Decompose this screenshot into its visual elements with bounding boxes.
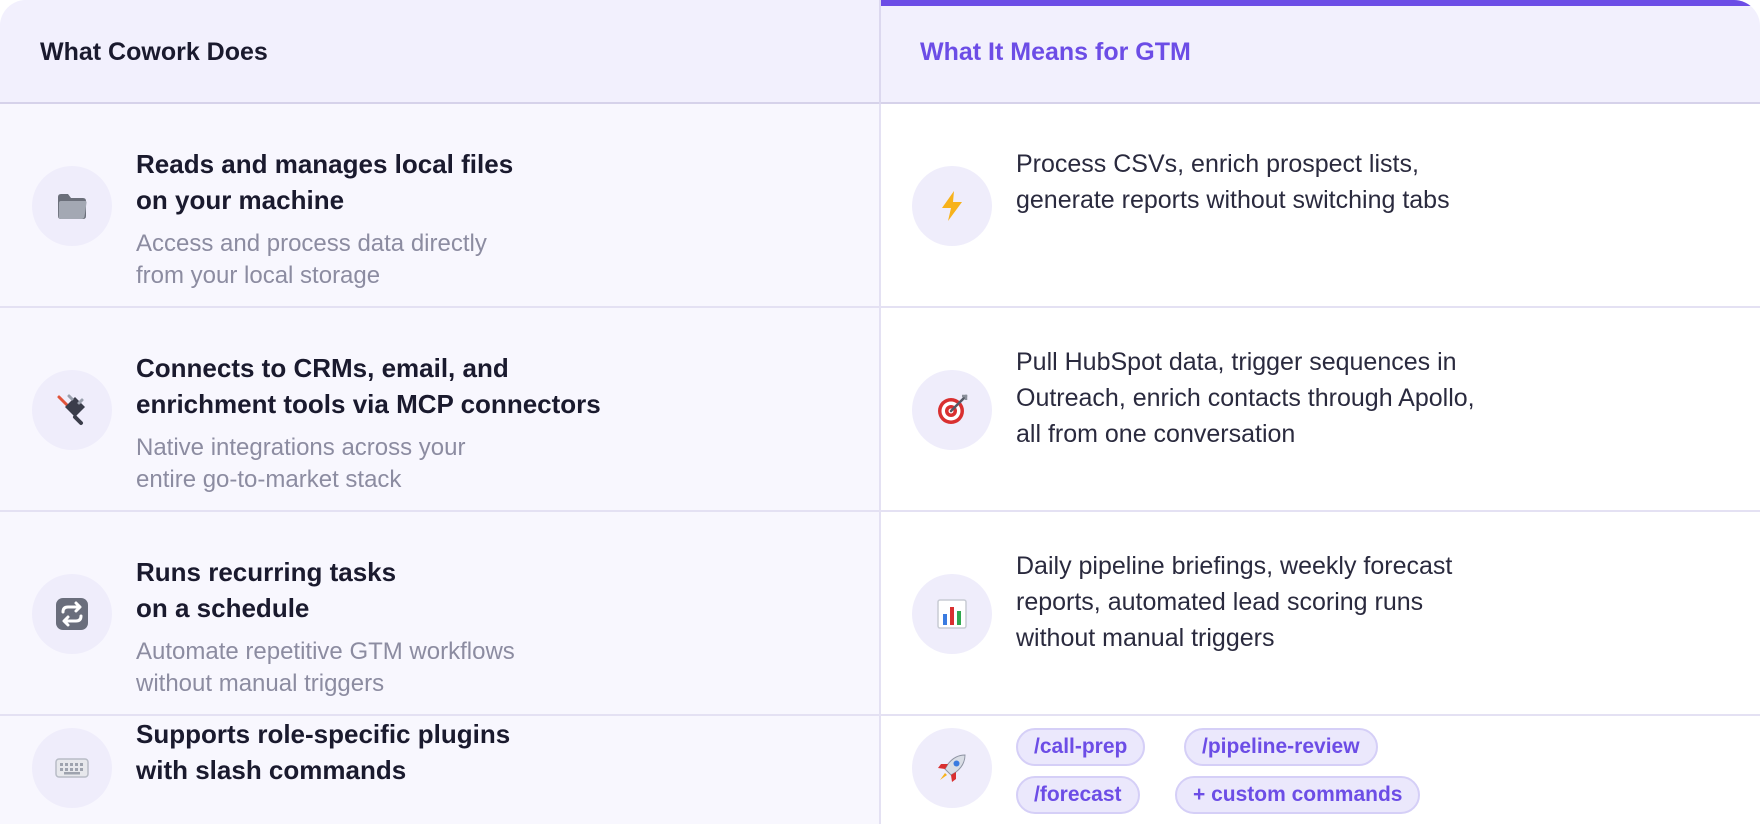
command-chip-pipeline-review[interactable]: /pipeline-review <box>1184 728 1378 766</box>
keyboard-icon <box>32 728 112 808</box>
accent-bar <box>880 0 1760 6</box>
feature-title: Supports role-specific plugins with slas… <box>136 719 511 785</box>
feature-description: Access and process data directly from yo… <box>136 230 487 289</box>
table-header: What Cowork Does What It Means for GTM <box>0 0 1760 104</box>
table-row: Supports role-specific plugins with slas… <box>0 716 1760 824</box>
feature-description: Native integrations across your entire g… <box>136 434 466 493</box>
target-icon <box>912 370 992 450</box>
gtm-description: Pull HubSpot data, trigger sequences in … <box>1016 348 1475 448</box>
row-divider <box>0 510 1760 512</box>
feature-title: Connects to CRMs, email, and enrichment … <box>136 353 601 419</box>
column-divider <box>879 0 881 824</box>
plug-icon <box>32 370 112 450</box>
table-row: Reads and manages local files on your ma… <box>0 104 1760 308</box>
repeat-icon <box>32 574 112 654</box>
bar-chart-icon <box>912 574 992 654</box>
header-what-it-means-for-gtm: What It Means for GTM <box>920 38 1191 66</box>
command-chip-call-prep[interactable]: /call-prep <box>1016 728 1146 766</box>
right-column-background <box>880 0 1760 824</box>
feature-title: Runs recurring tasks on a schedule <box>136 557 397 623</box>
feature-description: Automate repetitive GTM workflows withou… <box>136 638 515 697</box>
command-chip-custom-commands[interactable]: + custom commands <box>1175 776 1421 814</box>
rocket-icon <box>912 728 992 808</box>
header-what-cowork-does: What Cowork Does <box>40 38 268 66</box>
table-row: Runs recurring tasks on a schedule Autom… <box>0 512 1760 716</box>
feature-title: Reads and manages local files on your ma… <box>136 149 514 215</box>
folder-icon <box>32 166 112 246</box>
lightning-icon <box>912 166 992 246</box>
header-divider <box>879 0 881 104</box>
command-chip-forecast[interactable]: /forecast <box>1016 776 1140 814</box>
row-divider <box>0 714 1760 716</box>
left-column-background <box>0 0 880 824</box>
table-row: Connects to CRMs, email, and enrichment … <box>0 308 1760 512</box>
gtm-description: Process CSVs, enrich prospect lists, gen… <box>1016 150 1450 214</box>
gtm-description: Daily pipeline briefings, weekly forecas… <box>1016 552 1453 652</box>
row-divider <box>0 306 1760 308</box>
